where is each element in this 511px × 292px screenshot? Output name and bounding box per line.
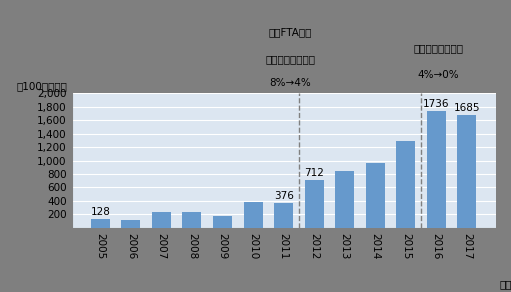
Text: 米韓FTA発効: 米韓FTA発効 — [269, 27, 312, 37]
Bar — [397, 141, 415, 228]
Bar — [274, 203, 293, 228]
Bar — [366, 163, 385, 228]
Text: 4%→0%: 4%→0% — [417, 70, 459, 80]
Text: （100万ドル）: （100万ドル） — [16, 81, 67, 91]
Bar — [335, 171, 354, 228]
Text: 韓国乗用車関税率: 韓国乗用車関税率 — [413, 43, 463, 53]
Bar — [305, 180, 323, 228]
Bar — [244, 202, 263, 228]
Bar — [182, 212, 201, 228]
Bar — [122, 220, 141, 228]
Text: 1736: 1736 — [423, 100, 450, 110]
Text: 712: 712 — [304, 168, 324, 178]
Text: （年）: （年） — [500, 279, 511, 289]
Text: 376: 376 — [274, 191, 293, 201]
Bar — [91, 219, 110, 228]
Text: 8%→4%: 8%→4% — [269, 78, 311, 88]
Bar — [427, 111, 446, 228]
Text: 1685: 1685 — [454, 103, 480, 113]
Bar — [152, 213, 171, 228]
Bar — [213, 216, 232, 228]
Bar — [457, 114, 476, 228]
Text: 128: 128 — [90, 208, 110, 218]
Text: 韓国乗用車関税率: 韓国乗用車関税率 — [265, 54, 315, 64]
